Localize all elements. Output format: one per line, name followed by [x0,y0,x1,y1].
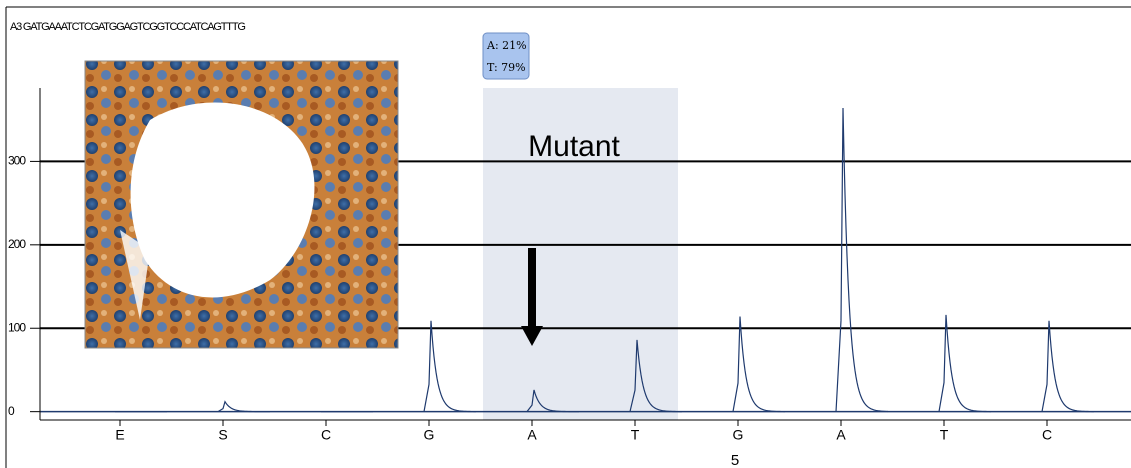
position-label: 5 [731,452,739,468]
y-tick-label: 200 [8,237,26,251]
x-tick-label: A [527,427,537,443]
x-tick-label: S [218,427,227,443]
y-tick-label: 0 [8,404,15,418]
x-tick-label: T [940,427,949,443]
x-tick-label: G [424,427,435,443]
highlight-region [483,88,678,420]
arrow-shaft [528,248,536,328]
tooltip-box [482,32,530,80]
y-tick-label: 100 [8,320,26,334]
inset-image [84,60,399,349]
lumen-gap [120,230,150,320]
x-tick-label: G [733,427,744,443]
x-tick-label: C [1042,427,1052,443]
peak [938,314,992,413]
peak [835,108,889,413]
peak [217,400,271,413]
tooltip-line: T: 79% [487,61,526,74]
peak [526,389,580,413]
y-tick-label: 300 [8,154,26,168]
peak [732,316,786,413]
x-tick-label: A [836,427,846,443]
sequence-label: A3 GATGAAATCTCGATGGAGTCGGTCCCATCAGTTTG [10,21,245,33]
annotation: Mutant [528,130,620,163]
arrow-head [521,326,543,346]
peak [423,320,477,413]
peak [1041,320,1095,413]
peak [629,339,683,413]
x-tick-label: T [631,427,640,443]
tooltip-line: A: 21% [486,39,527,52]
x-tick-label: E [115,427,124,443]
lumen [130,102,315,298]
x-tick-label: C [321,427,331,443]
